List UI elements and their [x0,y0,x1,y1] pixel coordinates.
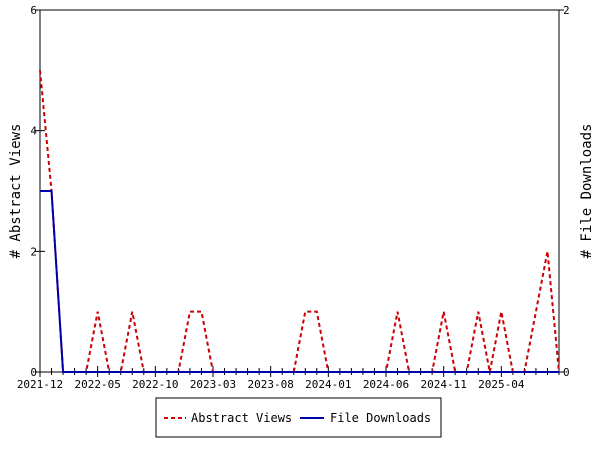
ticks: 2021-12 2022-05 2022-10 2023-03 2023-08 2024-… [17,4,570,391]
plot-area [39,9,560,373]
x-tick-label: 2023-03 [190,378,236,391]
y-tick-label-left: 0 [30,366,37,379]
y-axis-title-right: # File Downloads [579,124,595,259]
x-tick-label: 2024-01 [305,378,351,391]
series-line-file-downloads [40,190,559,373]
legend-label-abstract-views: Abstract Views [191,411,292,425]
x-tick-label: 2025-04 [478,378,525,391]
y-tick-label-left: 6 [30,4,37,17]
y-tick-label-right: 0 [563,366,570,379]
x-tick-label: 2024-11 [420,378,466,391]
legend-label-file-downloads: File Downloads [330,411,431,425]
y-tick-label-left: 2 [30,245,37,258]
y-axis-title-left: # Abstract Views [8,124,24,259]
x-tick-label: 2022-05 [74,378,120,391]
y-tick-label-right: 2 [563,4,570,17]
series-line-abstract-views [39,70,560,373]
x-tick-label: 2023-08 [247,378,293,391]
legend-box [155,397,442,438]
x-tick-label: 2024-06 [363,378,409,391]
series-layer [39,70,560,373]
x-tick-label: 2022-10 [132,378,178,391]
legend: Abstract Views File Downloads [155,397,442,438]
x-tick-label: 2021-12 [17,378,63,391]
y-tick-label-left: 4 [30,125,37,138]
